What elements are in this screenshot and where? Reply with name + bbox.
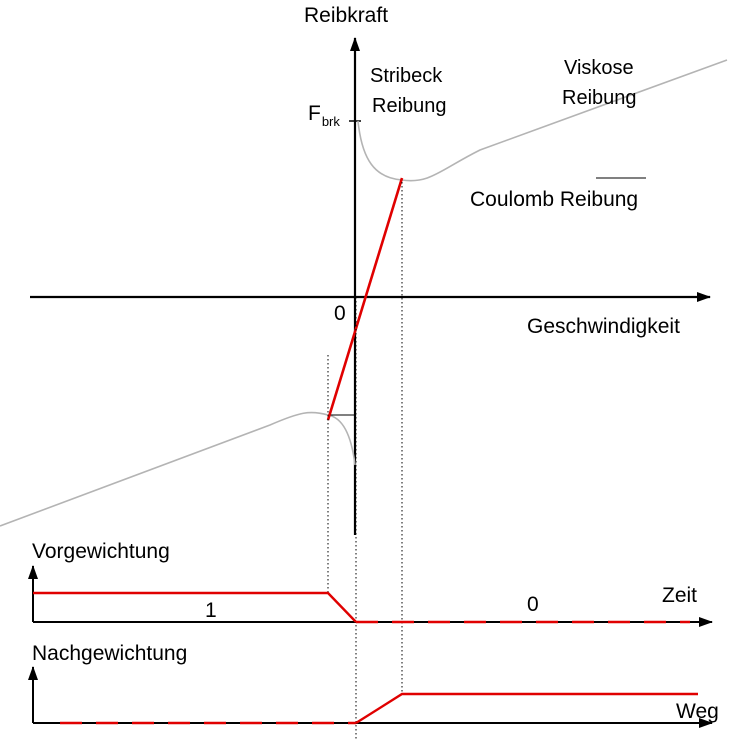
viscous-label-1: Viskose xyxy=(564,57,634,79)
post-weight-signal xyxy=(355,692,698,725)
fbrk-subscript: brk xyxy=(322,114,341,129)
friction-curve-negative xyxy=(0,411,356,527)
origin-label: 0 xyxy=(334,302,346,325)
x-axis-label: Geschwindigkeit xyxy=(527,315,680,338)
linear-region-line xyxy=(326,177,404,421)
time-axis-label: Zeit xyxy=(662,584,697,607)
fbrk-label: Fbrk xyxy=(308,102,340,129)
coulomb-label: Coulomb Reibung xyxy=(470,188,638,211)
stribeck-label-1: Stribeck xyxy=(370,65,443,87)
pre-weight-label: Vorgewichtung xyxy=(32,540,170,563)
y-axis-label: Reibkraft xyxy=(304,4,388,27)
path-axis-label: Weg xyxy=(676,700,719,723)
pre-weight-value-right: 0 xyxy=(527,593,539,616)
pre-weight-signal xyxy=(33,591,357,623)
stribeck-label-2: Reibung xyxy=(372,95,447,117)
post-weight-label: Nachgewichtung xyxy=(32,642,187,665)
viscous-label-2: Reibung xyxy=(562,87,637,109)
fbrk-main: F xyxy=(308,102,321,125)
pre-weight-value-left: 1 xyxy=(205,599,217,622)
